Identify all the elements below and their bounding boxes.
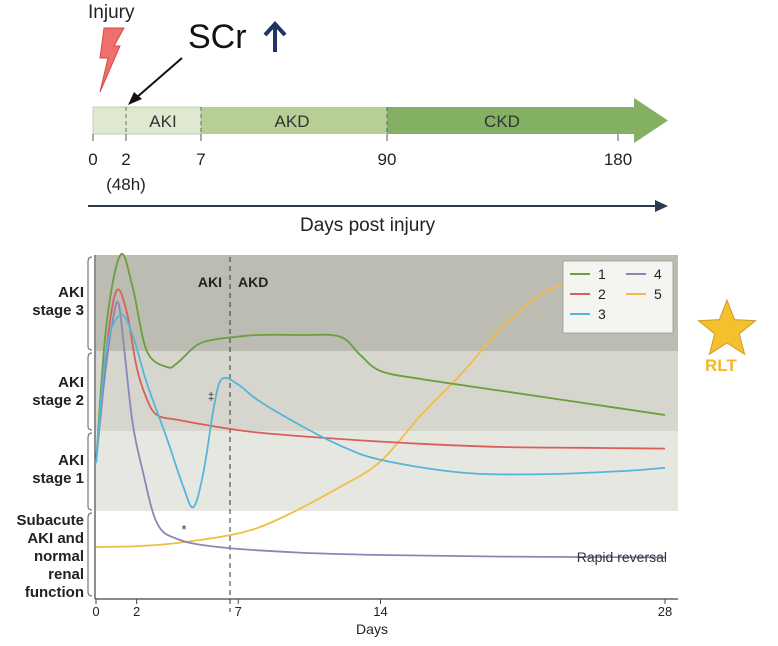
scr-label: SCr: [188, 18, 247, 56]
legend-label-3: 3: [598, 306, 606, 322]
timeline-tick-2: 2: [121, 150, 130, 169]
min-marker: *: [181, 522, 186, 537]
timeline-tick-note: (48h): [106, 175, 146, 194]
stage-label-line: renal: [48, 566, 84, 583]
x-tick-label: 28: [658, 604, 672, 619]
legend-label-5: 5: [654, 286, 662, 302]
stage-label-line: AKI: [58, 374, 84, 391]
legend-label-2: 2: [598, 286, 606, 302]
rlt-label: RLT: [705, 356, 737, 375]
series-line-2: [95, 288, 666, 464]
phase-arrowhead: [634, 98, 668, 143]
stage-label-line: AKI: [58, 284, 84, 301]
stage-label-line: function: [24, 584, 84, 601]
days-post-injury-label: Days post injury: [300, 215, 436, 236]
phase-aki-band: [92, 106, 202, 135]
scr-pointer-arrow: [135, 57, 183, 99]
bracket-aki1: [87, 432, 93, 511]
legend-label-4: 4: [654, 266, 662, 282]
stage-label-line: AKI: [58, 452, 84, 469]
lightning-icon: [99, 27, 125, 93]
phase-akd-band: [201, 107, 387, 134]
rapid-reversal-label: Rapid reversal: [577, 549, 667, 565]
x-tick-label: 14: [373, 604, 387, 619]
phase-label-aki: AKI: [149, 112, 176, 131]
timeline-tick-90: 90: [378, 150, 397, 169]
scr-pointer-arrowhead: [128, 92, 142, 105]
phase-label-akd: AKD: [275, 112, 310, 131]
series-line-1: [95, 252, 666, 464]
injury-label: Injury: [88, 2, 135, 23]
stage-label-aki2: AKI stage 2: [8, 374, 84, 410]
series-line-4: [95, 301, 666, 559]
stage-label-line: AKI and: [27, 530, 84, 547]
bracket-normal: [87, 512, 93, 597]
series-line-3: [95, 313, 666, 509]
stage-label-line: Subacute: [16, 512, 84, 529]
bracket-aki2: [87, 352, 93, 431]
phase-ckd-band: [387, 107, 634, 134]
stage-label-aki1: AKI stage 1: [8, 452, 84, 488]
x-axis-label: Days: [356, 621, 388, 637]
x-ticks: 0 2 7 14 28: [92, 599, 672, 619]
divider-label-aki: AKI: [198, 274, 222, 290]
stage-label-subacute: Subacute AKI and normal renal function: [8, 512, 84, 602]
bracket-aki3: [87, 256, 93, 351]
legend: 1 2 3 4 5: [562, 260, 674, 334]
days-axis-arrowhead: [655, 200, 668, 212]
band-aki2: [96, 351, 678, 431]
phase-label-ckd: CKD: [484, 112, 520, 131]
legend-label-1: 1: [598, 266, 606, 282]
stage-label-line: stage 3: [32, 302, 84, 319]
timeline-tick-0: 0: [88, 150, 97, 169]
stage-label-aki3: AKI stage 3: [8, 284, 84, 320]
x-tick-label: 0: [92, 604, 99, 619]
stage-label-line: normal: [33, 548, 84, 565]
timeline-tick-180: 180: [604, 150, 632, 169]
band-aki1: [96, 431, 678, 511]
divider-label-akd: AKD: [238, 274, 268, 290]
peak-marker: ‡: [208, 391, 214, 403]
star-icon: [697, 298, 757, 356]
x-tick-label: 7: [235, 604, 242, 619]
stage-label-line: stage 2: [32, 392, 84, 409]
up-arrow-icon: [263, 21, 287, 52]
stage-label-line: stage 1: [32, 470, 84, 487]
timeline-tick-7: 7: [196, 150, 205, 169]
x-tick-label: 2: [133, 604, 140, 619]
